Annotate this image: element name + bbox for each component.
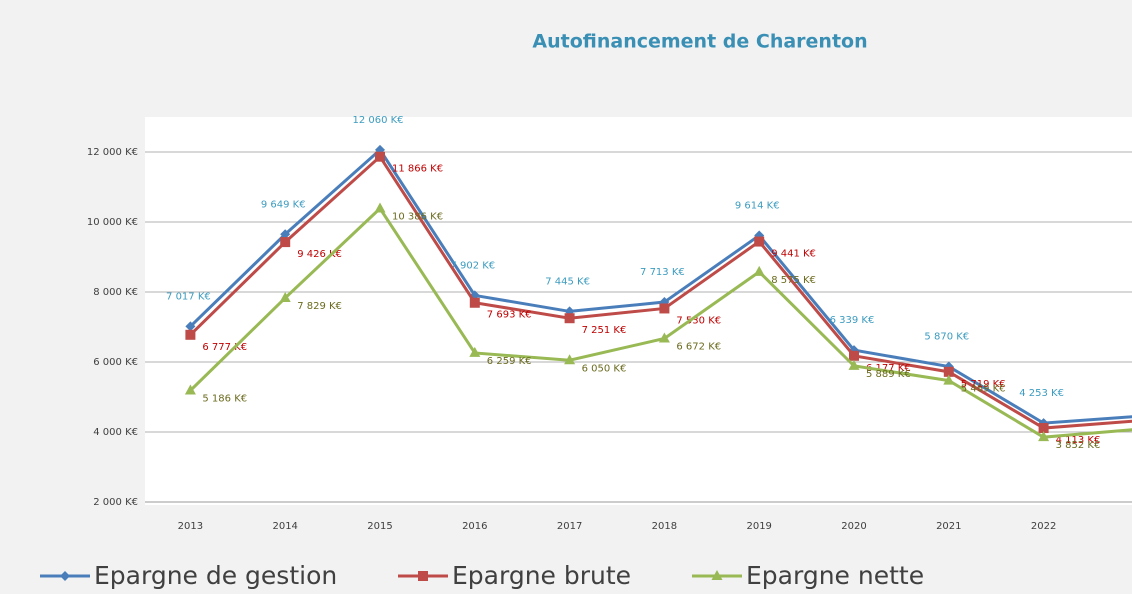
data-label: 6 777 K€ [202,342,247,353]
data-point [469,346,481,357]
data-label: 7 902 K€ [450,260,495,271]
data-label: 9 426 K€ [297,249,342,260]
data-point [753,265,765,276]
data-label: 7 251 K€ [582,325,627,336]
y-tick-label: 4 000 K€ [93,427,138,438]
data-label: 5 469 K€ [961,384,1006,395]
data-label: 7 693 K€ [487,310,532,321]
x-tick-label: 2016 [462,521,487,532]
data-label: 6 339 K€ [830,315,875,326]
data-label: 6 050 K€ [582,363,627,374]
y-tick-label: 10 000 K€ [87,217,138,228]
legend-marker [60,571,70,581]
y-tick-label: 8 000 K€ [93,287,138,298]
data-point [659,303,670,314]
data-point [943,366,954,377]
data-point [279,291,291,302]
data-label: 4 253 K€ [1019,388,1064,399]
data-label: 6 672 K€ [676,341,721,352]
x-tick-label: 2018 [652,521,677,532]
x-tick-label: 2020 [841,521,866,532]
data-label: 12 060 K€ [352,115,403,126]
data-label: 6 259 K€ [487,356,532,367]
data-label: 8 575 K€ [771,275,816,286]
data-point [185,329,196,340]
data-label: 7 445 K€ [545,276,590,287]
data-label: 7 829 K€ [297,301,342,312]
data-label: 7 017 K€ [166,291,211,302]
data-point [943,374,955,385]
chart-title: Autofinancement de Charenton [532,31,867,53]
data-point [185,321,196,332]
data-point [564,313,575,324]
data-label: 6 177 K€ [866,363,911,374]
y-tick-label: 6 000 K€ [93,357,138,368]
x-tick-label: 2022 [1031,521,1056,532]
x-tick-label: 2019 [746,521,771,532]
legend-label: Epargne de gestion [94,561,337,590]
data-point [469,297,480,308]
y-tick-label: 2 000 K€ [93,497,138,508]
data-label: 11 866 K€ [392,164,443,175]
legend-marker [711,570,723,580]
data-point [849,350,859,361]
data-label: 5 719 K€ [961,379,1006,390]
data-label: 5 889 K€ [866,369,911,380]
data-label: 7 713 K€ [640,267,685,278]
y-tick-label: 12 000 K€ [87,147,138,158]
data-point [184,384,196,395]
data-point [658,332,670,343]
x-tick-label: 2017 [557,521,582,532]
x-tick-label: 2015 [367,521,392,532]
legend-label: Epargne nette [746,561,924,590]
data-point [280,237,291,248]
x-tick-label: 2021 [936,521,961,532]
legend-label: Epargne brute [452,561,631,590]
data-label: 9 614 K€ [735,201,780,212]
data-point [564,354,576,365]
data-point [374,202,386,213]
data-point [280,229,291,240]
data-label: 3 852 K€ [1056,440,1101,451]
data-label: 7 530 K€ [676,315,721,326]
data-label: 5 870 K€ [924,332,969,343]
data-point [1038,423,1049,434]
legend-marker [418,571,428,581]
x-tick-label: 2013 [178,521,203,532]
data-point [848,359,860,370]
data-label: 9 649 K€ [261,199,306,210]
x-tick-label: 2014 [272,521,297,532]
data-point [754,236,765,247]
data-label: 9 441 K€ [771,249,816,260]
data-point [1038,431,1050,442]
data-point [375,151,385,162]
data-label: 4 113 K€ [1056,435,1101,446]
data-label: 5 186 K€ [202,393,247,404]
data-label: 10 386 K€ [392,211,443,222]
